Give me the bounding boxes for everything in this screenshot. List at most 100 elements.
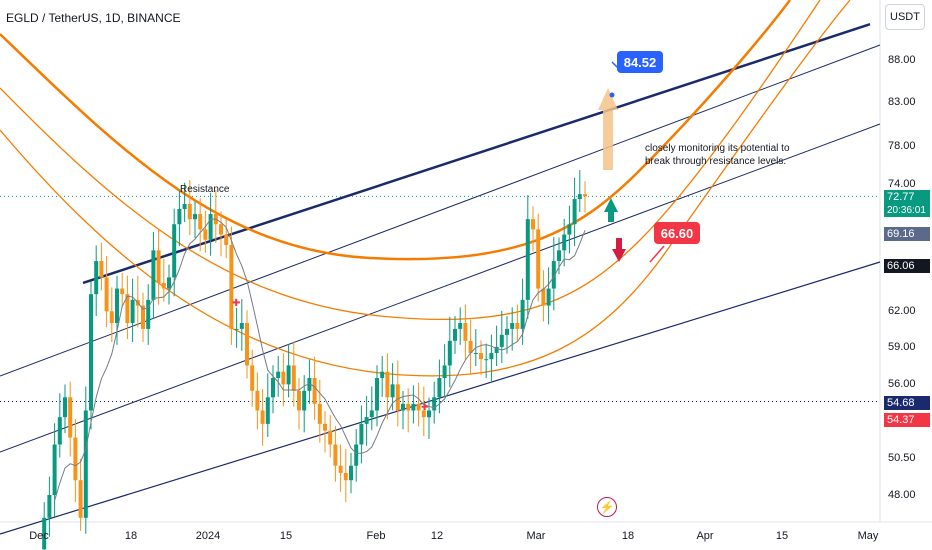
resistance-label: Resistance — [180, 184, 230, 195]
candle-body — [551, 261, 556, 289]
candle-body — [47, 495, 52, 518]
candle-body — [375, 377, 379, 411]
price-label: 78.00 — [888, 140, 916, 152]
stop-callout[interactable]: 66.60 — [654, 222, 700, 244]
candle-body — [104, 277, 109, 312]
candle-body — [224, 234, 229, 246]
candle-body — [250, 365, 255, 391]
candle-body — [359, 423, 364, 445]
time-label: 15 — [775, 530, 789, 542]
time-label: 15 — [279, 530, 293, 542]
candle-body — [291, 365, 296, 391]
candle-body — [89, 294, 93, 411]
candle-body — [286, 365, 291, 385]
channel-lower-line — [0, 261, 881, 535]
candle-body — [562, 234, 567, 251]
candle-body — [239, 322, 244, 329]
candle-body — [427, 410, 431, 418]
time-label: Feb — [366, 530, 386, 542]
candle-body — [94, 261, 99, 295]
candle-body — [338, 465, 343, 473]
candle-body — [349, 465, 353, 481]
note-line-1: closely monitoring its potential to — [645, 143, 790, 154]
price-label: 62.00 — [888, 305, 916, 317]
candle-body — [380, 371, 385, 378]
candle-body — [406, 403, 411, 411]
candle-body — [203, 229, 208, 240]
currency-button[interactable]: USDT — [885, 4, 925, 30]
symbol-title[interactable]: EGLD / TetherUS, 1D, BINANCE — [6, 11, 181, 25]
time-label: May — [857, 530, 879, 542]
candle-body — [281, 371, 286, 385]
candle-body — [151, 250, 156, 300]
candle-body — [354, 444, 359, 466]
price-tag-66: 66.06 — [884, 259, 930, 273]
candle-body — [343, 472, 348, 481]
candle-body — [525, 219, 530, 300]
last-price-tag: 72.77 — [884, 190, 930, 204]
candle-body — [68, 397, 73, 438]
candle-body — [260, 410, 265, 424]
candle-body — [432, 397, 437, 411]
price-label: 88.00 — [888, 54, 916, 66]
price-label: 48.00 — [888, 489, 916, 501]
plot-area — [0, 0, 880, 522]
candle-body — [302, 390, 307, 411]
candle-body — [297, 390, 301, 411]
candle-body — [468, 340, 473, 354]
candle-body — [390, 384, 395, 398]
candle-body — [583, 194, 587, 197]
candle-body — [307, 377, 312, 391]
candle-body — [115, 288, 119, 323]
candle-body — [146, 299, 151, 329]
candle-body — [489, 353, 494, 360]
candle-body — [317, 403, 322, 424]
candle-body — [416, 403, 421, 411]
channel-mid-line — [0, 123, 881, 453]
candle-body — [229, 245, 234, 329]
candle-body — [198, 214, 203, 230]
target-point — [609, 92, 615, 98]
candle-body — [567, 224, 572, 235]
price-label: 59.00 — [888, 341, 916, 353]
target-arrow — [598, 88, 618, 170]
candle-body — [52, 444, 57, 495]
channel-upper-line — [82, 23, 871, 285]
candle-body — [395, 384, 400, 411]
candle-body — [369, 410, 374, 418]
candle-body — [463, 322, 468, 341]
target-callout[interactable]: 84.52 — [617, 51, 663, 73]
time-label: Apr — [696, 530, 714, 542]
candle-body — [271, 377, 275, 398]
candle-body — [323, 423, 327, 431]
candle-body — [120, 288, 125, 295]
candle-body — [541, 288, 546, 306]
price-tag-69: 69.16 — [884, 227, 930, 241]
candle-body — [411, 403, 416, 411]
candle-body — [572, 199, 577, 225]
time-label: 18 — [621, 530, 635, 542]
candle-body — [494, 346, 499, 354]
candle-body — [63, 397, 67, 418]
candle-body — [182, 204, 187, 210]
candle-body — [577, 194, 582, 200]
candle-body — [73, 437, 78, 481]
candle-body — [437, 377, 442, 398]
candle-body — [245, 322, 249, 366]
candle-body — [520, 299, 525, 329]
cross-icon: ✚ — [232, 298, 240, 309]
candle-body — [83, 410, 88, 518]
candle-body — [385, 371, 390, 398]
price-tag-54-68: 54.68 — [884, 396, 930, 410]
candle-body — [265, 397, 270, 424]
candle-body — [130, 299, 135, 323]
candle-body — [442, 365, 447, 378]
candle-body — [172, 224, 177, 278]
candle-body — [312, 377, 317, 404]
candle-body — [531, 219, 535, 230]
candle-body — [421, 410, 426, 418]
lightning-icon[interactable]: ⚡ — [597, 497, 617, 517]
price-label: 83.00 — [888, 96, 916, 108]
candle-body — [510, 322, 515, 329]
